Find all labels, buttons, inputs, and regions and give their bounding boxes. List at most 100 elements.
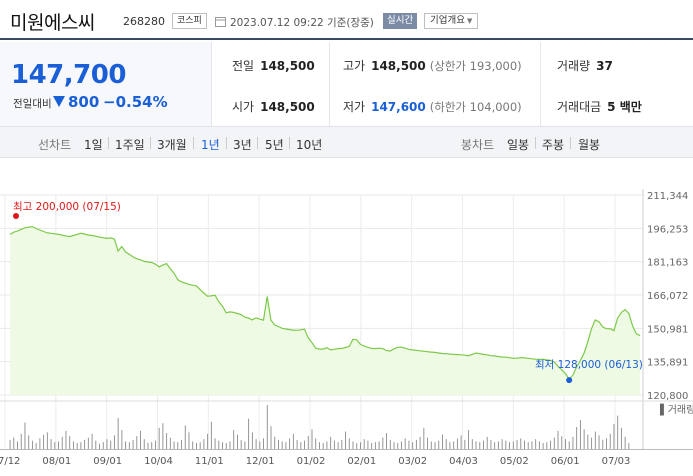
volume-bar xyxy=(620,427,622,449)
tab-1day[interactable]: 1일 xyxy=(84,138,103,152)
volume-bar xyxy=(322,442,324,449)
volume-bar xyxy=(628,442,630,449)
volume-bar xyxy=(512,441,514,449)
tab-1week[interactable]: 1주일 xyxy=(115,138,145,152)
tab-3months[interactable]: 3개월 xyxy=(157,138,187,152)
volume-bar xyxy=(535,439,537,449)
volume-bar xyxy=(270,426,272,449)
volume-bar xyxy=(341,439,343,449)
y-tick-label: 196,253 xyxy=(647,224,688,235)
volume-bar xyxy=(113,435,115,449)
volume-bar xyxy=(624,436,626,449)
volume-bar xyxy=(542,442,544,449)
volume-bar xyxy=(99,443,100,449)
price-line xyxy=(9,226,641,381)
divider xyxy=(570,137,571,149)
volume-bar xyxy=(292,433,294,449)
tab-monthly[interactable]: 월봉 xyxy=(578,138,601,152)
volume-bar xyxy=(65,430,67,449)
tab-3years[interactable]: 3년 xyxy=(233,138,252,152)
volume-bar xyxy=(378,441,380,449)
realtime-button[interactable]: 실시간 xyxy=(383,13,418,29)
volume-bar xyxy=(606,438,607,449)
price-summary: 147,700 전일대비 800 −0.54% xyxy=(0,42,212,126)
volume-bar xyxy=(173,441,175,449)
volume-bar xyxy=(546,442,548,449)
volume-bar xyxy=(9,439,11,449)
stat-value: 147,600 xyxy=(371,100,426,114)
volume-bar xyxy=(274,436,276,449)
volume-bar xyxy=(561,436,563,449)
volume-bar xyxy=(304,440,305,449)
chevron-down-icon: ▼ xyxy=(466,17,473,25)
stock-code: 268280 xyxy=(123,15,165,28)
volume-bar xyxy=(490,439,492,449)
x-tick-label: 06/01 xyxy=(551,456,580,467)
volume-bar xyxy=(352,441,354,449)
volume-bar xyxy=(69,436,71,449)
volume-bar xyxy=(345,431,347,449)
tab-5years[interactable]: 5년 xyxy=(265,138,284,152)
stat-label: 고가 xyxy=(343,59,366,73)
volume-bar xyxy=(84,439,86,449)
volume-bar xyxy=(326,441,328,449)
volume-bar xyxy=(613,423,615,449)
volume-bar xyxy=(143,439,145,449)
volume-bar xyxy=(374,442,376,449)
down-arrow-icon xyxy=(53,96,65,107)
volume-bar xyxy=(166,433,168,449)
volume-bar xyxy=(348,438,350,449)
divider xyxy=(535,137,536,149)
tab-weekly[interactable]: 주봉 xyxy=(542,138,565,152)
volume-bar xyxy=(423,427,425,449)
min-marker xyxy=(566,377,573,384)
tab-1year[interactable]: 1년 xyxy=(201,138,220,152)
price-area xyxy=(10,226,640,395)
volume-bar xyxy=(442,434,443,449)
volume-bar xyxy=(285,442,287,449)
volume-bar xyxy=(311,429,313,449)
x-tick-label: 07/12 xyxy=(0,456,20,467)
max-marker xyxy=(13,213,19,219)
volume-bar xyxy=(154,440,156,449)
volume-bar xyxy=(263,438,264,449)
volume-bar xyxy=(50,439,52,449)
stock-name: 미원에스씨 xyxy=(10,12,95,34)
change-percent: −0.54% xyxy=(103,93,168,111)
volume-bar xyxy=(110,440,112,449)
y-axis: 211,344 196,253 181,163 166,072 150,981 135,8… xyxy=(647,191,688,402)
volume-bar xyxy=(169,437,171,449)
volume-bar xyxy=(296,439,298,449)
stat-value: 148,500 xyxy=(260,100,315,114)
stat-high: 고가 148,500 (상한가 193,000) xyxy=(343,57,522,74)
stat-label: 저가 xyxy=(343,100,366,114)
volume-bar xyxy=(438,440,440,449)
volume-bar xyxy=(460,435,462,449)
volume-bar xyxy=(136,436,138,449)
volume-bar xyxy=(192,441,194,449)
x-tick-label: 02/01 xyxy=(347,456,376,467)
tab-10years[interactable]: 10년 xyxy=(296,138,323,152)
volume-bar xyxy=(151,442,153,449)
volume-bar xyxy=(427,437,429,449)
y-tick-label: 211,344 xyxy=(647,191,688,202)
company-info-dropdown[interactable]: 기업개요 ▼ xyxy=(424,13,479,29)
volume-bar xyxy=(233,430,235,449)
volume-bar xyxy=(445,439,447,449)
volume-bar xyxy=(609,433,611,449)
volume-bar xyxy=(516,439,518,449)
volume-bar xyxy=(419,436,421,449)
stat-value: 148,500 xyxy=(260,59,315,73)
volume-bar xyxy=(35,442,37,449)
divider xyxy=(257,137,258,149)
volume-bar xyxy=(259,441,261,449)
volume-bar xyxy=(300,442,302,449)
volume-bar xyxy=(333,440,335,449)
volume-bar xyxy=(140,430,141,449)
volume-bar xyxy=(91,433,93,449)
volume-bar xyxy=(214,438,216,449)
volume-bar xyxy=(158,427,160,449)
tab-daily[interactable]: 일봉 xyxy=(507,138,530,152)
volume-bar xyxy=(594,431,596,449)
volume-bar xyxy=(572,436,574,449)
